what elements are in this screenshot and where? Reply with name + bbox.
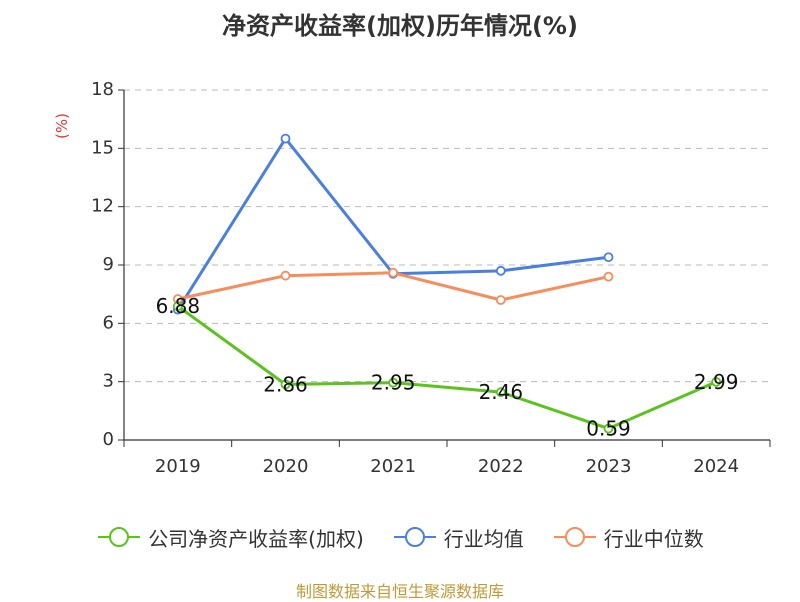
data-label: 2.99 (694, 370, 739, 394)
line-chart: (%) 0 3 6 9 12 15 18 2019 2020 2021 2022 2023 2024 6… (53, 79, 771, 477)
legend-item[interactable]: 行业均值 (392, 523, 524, 552)
data-label: 0.59 (586, 417, 631, 441)
chart-title: 净资产收益率(加权)历年情况(%) (222, 12, 578, 40)
legend-label: 公司净资产收益率(加权) (148, 526, 364, 551)
data-point (280, 270, 291, 281)
data-point (280, 133, 291, 144)
data-point (495, 387, 506, 398)
data-label: 2.46 (479, 380, 524, 404)
legend-label: 行业中位数 (603, 526, 704, 551)
data-point (388, 377, 399, 388)
data-label: 2.86 (263, 372, 308, 396)
legend-line-circle-icon (393, 527, 436, 547)
source-note: 制图数据来自恒生聚源数据库 (295, 582, 504, 601)
y-tick-label: 0 (103, 429, 114, 450)
data-point (603, 271, 614, 282)
legend-line-circle-icon (98, 527, 141, 547)
legend-item[interactable]: 公司净资产收益率(加权) (96, 523, 364, 552)
x-tick-label: 2020 (263, 456, 309, 477)
data-label: 2.95 (371, 371, 416, 395)
series-group (172, 133, 722, 434)
data-point (280, 379, 291, 390)
legend-label: 行业均值 (443, 526, 524, 551)
data-point (172, 301, 183, 312)
grid-lines (124, 89, 770, 383)
y-tick-label: 6 (103, 312, 114, 333)
x-tick-label: 2023 (586, 456, 632, 477)
data-label: 6.88 (156, 294, 201, 318)
data-point (495, 295, 506, 305)
axes: 0 3 6 9 12 15 18 2019 2020 2021 2022 2023 2024 (91, 79, 771, 477)
data-point (603, 252, 614, 263)
data-labels: 6.88 2.86 2.95 2.46 0.59 2.99 (156, 294, 739, 440)
data-point (711, 376, 722, 387)
y-tick-label: 18 (91, 79, 114, 100)
series-line-0 (176, 305, 717, 431)
data-point (495, 265, 506, 276)
x-tick-label: 2022 (478, 456, 524, 477)
data-point (603, 423, 614, 434)
data-point (388, 267, 399, 278)
y-tick-label: 9 (103, 254, 114, 275)
y-axis-unit-label: (%) (53, 113, 71, 139)
legend-item[interactable]: 行业中位数 (552, 523, 704, 552)
x-tick-label: 2024 (693, 456, 739, 477)
x-tick-label: 2021 (370, 456, 416, 477)
y-tick-label: 3 (103, 371, 114, 392)
x-tick-label: 2019 (155, 456, 201, 477)
legend-line-circle-icon (553, 527, 596, 547)
legend: 公司净资产收益率(加权) 行业均值 行业中位数 (0, 522, 800, 552)
y-tick-label: 15 (91, 137, 114, 158)
y-tick-label: 12 (91, 196, 114, 217)
